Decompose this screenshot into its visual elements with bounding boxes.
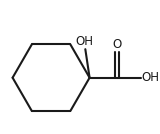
Text: OH: OH: [75, 35, 93, 48]
Text: OH: OH: [142, 71, 160, 84]
Text: O: O: [112, 38, 121, 51]
